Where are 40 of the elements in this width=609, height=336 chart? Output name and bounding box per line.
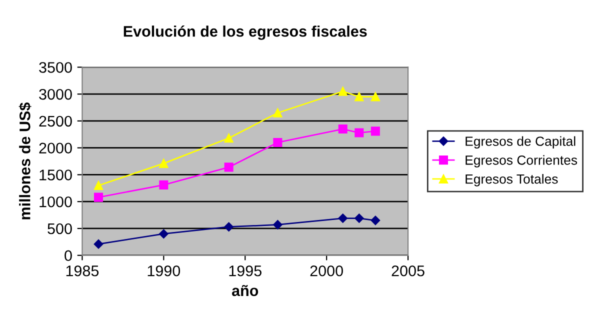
point [224, 162, 234, 172]
x-tick-label: 2000 [310, 265, 343, 276]
point [338, 86, 348, 96]
y-tick-label: 500 [48, 223, 72, 234]
x-axis-title: año [232, 284, 258, 296]
x-tick-label: 1990 [148, 265, 180, 276]
y-tick-label: 3000 [39, 88, 72, 100]
y-tick-label: 1500 [40, 170, 72, 180]
point [159, 180, 168, 190]
point [338, 214, 348, 223]
point [338, 124, 348, 134]
y-tick-label: 0 [64, 250, 72, 262]
x-tick-label: 1995 [229, 265, 262, 276]
point [94, 239, 104, 249]
point [354, 128, 364, 138]
point [273, 108, 282, 118]
x-tick-label: 2005 [392, 265, 424, 276]
x-tick-label: 1985 [66, 265, 99, 276]
legend-label: Egresos Corrientes [466, 155, 578, 168]
point [370, 216, 380, 226]
legend-label: Egresos de Capital [466, 136, 576, 149]
point [224, 222, 234, 232]
point [159, 158, 168, 168]
y-tick-label: 2000 [39, 142, 72, 154]
legend-label: Egresos Totales [466, 174, 558, 186]
y-axis-title: millones de US$ [18, 102, 32, 220]
point [159, 229, 168, 238]
y-tick-label: 1000 [40, 196, 72, 208]
point [273, 138, 282, 147]
point [354, 214, 364, 223]
point [370, 126, 380, 136]
y-tick-label: 3500 [39, 62, 72, 73]
point [354, 92, 364, 102]
point [273, 220, 282, 230]
point [224, 134, 234, 143]
y-tick-label: 2500 [39, 116, 72, 127]
point [94, 180, 104, 190]
point [94, 192, 104, 202]
point [370, 92, 380, 102]
chart-title: Evolución de los egresos fiscales [124, 25, 367, 40]
